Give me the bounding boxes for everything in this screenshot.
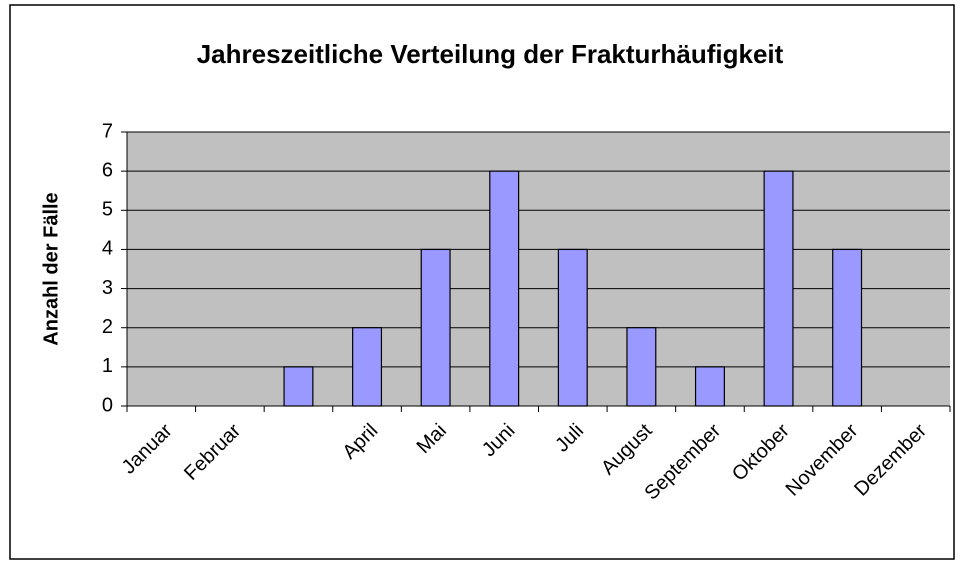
bar <box>352 327 383 407</box>
bar <box>626 327 657 407</box>
y-tick-label: 3 <box>102 277 113 299</box>
bar <box>832 248 863 407</box>
bar <box>420 248 451 407</box>
y-tick-label: 0 <box>102 394 113 416</box>
y-tick-label: 1 <box>102 355 113 377</box>
y-tick-label: 2 <box>102 316 113 338</box>
bar <box>557 248 588 407</box>
bar <box>763 170 794 407</box>
plot-area <box>127 132 950 406</box>
y-tick-label: 4 <box>102 238 113 260</box>
y-tick-label: 5 <box>102 199 113 221</box>
bar <box>283 366 314 407</box>
bar <box>694 366 725 407</box>
y-tick-label: 6 <box>102 159 113 181</box>
chart-title: Jahreszeitliche Verteilung der Frakturhä… <box>197 39 784 69</box>
y-axis-label: Anzahl der Fälle <box>40 192 62 345</box>
y-tick-label: 7 <box>102 120 113 142</box>
bar <box>489 170 520 407</box>
